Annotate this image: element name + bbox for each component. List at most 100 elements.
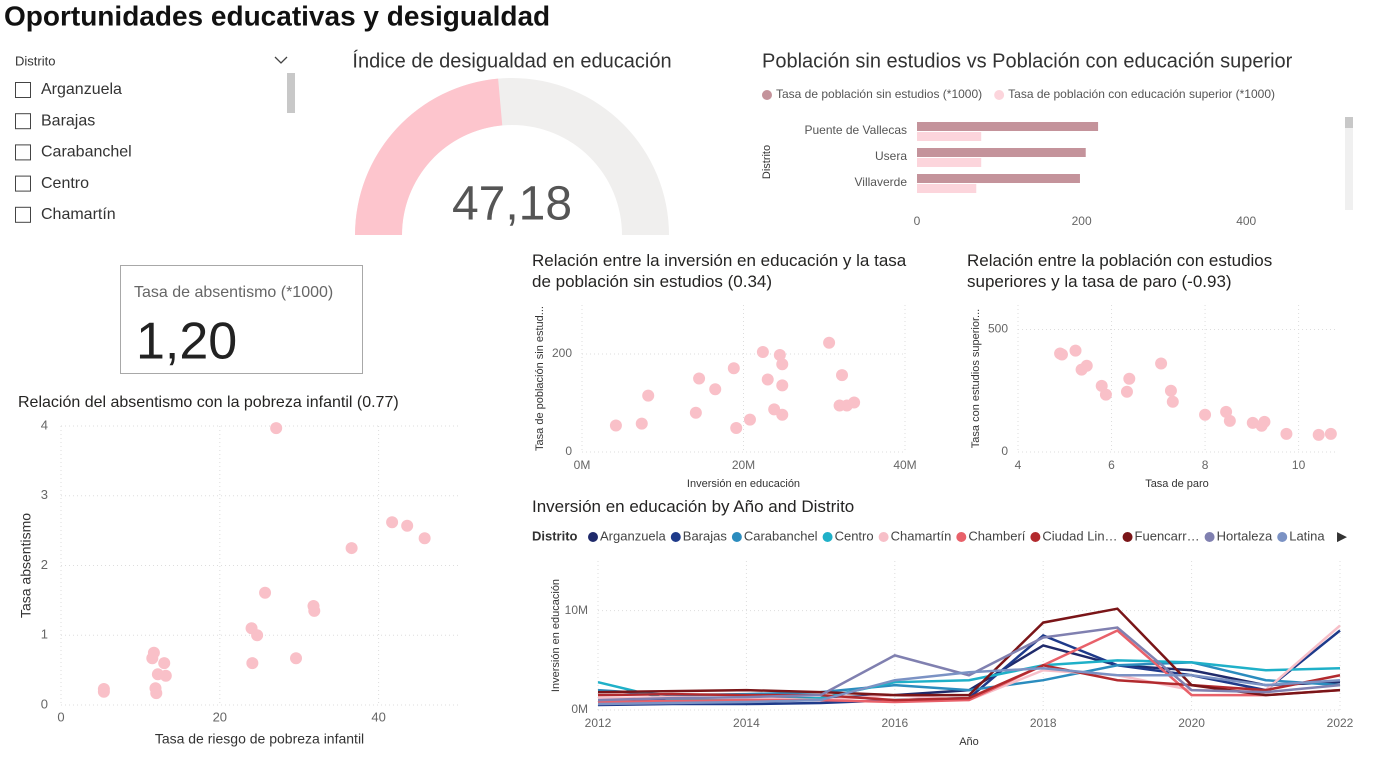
slicer-checkbox[interactable] [15,206,31,223]
x-tick-label: 0M [574,458,591,472]
x-tick-label: 8 [1202,458,1209,472]
slicer-checkbox[interactable] [15,175,31,192]
y-tick-label: 0 [41,696,48,711]
scatter-point [1280,427,1293,440]
legend-label[interactable]: Barajas [683,528,728,543]
scatter-point [773,348,786,361]
slicer-item[interactable]: Chamartín [41,206,116,223]
scatter-point [761,373,774,386]
scatter-point [158,657,171,670]
y-tick-label: 200 [552,346,572,360]
legend-label[interactable]: Chamartín [891,528,952,543]
series-line [597,626,1341,702]
bar [917,132,982,141]
slicer-checkbox[interactable] [15,82,31,98]
legend-marker [1277,532,1288,542]
bar-scrollbar[interactable] [1345,117,1353,128]
legend-label[interactable]: Tasa de población con educación superior… [1008,87,1275,101]
bar [917,158,982,167]
bar [917,174,1080,183]
y-tick-label: 3 [41,487,48,502]
series-line [597,663,1341,702]
scatter-point [776,408,789,421]
legend-label[interactable]: Fuencarr… [1135,528,1200,543]
legend-marker [1030,532,1041,542]
legend-label[interactable]: Chamberí [968,528,1025,543]
x-axis-label: Tasa de paro [1145,478,1209,490]
scatter-point [693,372,706,385]
scatter-point [159,669,172,682]
category-label: Puente de Vallecas [804,123,907,137]
y-tick-label: 10M [565,603,588,617]
chart-title: Población sin estudios vs Población con … [762,50,1293,72]
scatter-point [1123,372,1136,385]
scatter-point [1199,408,1212,421]
scatter-point [1258,415,1271,428]
series-line [597,667,1341,706]
x-tick-label: 0 [57,709,64,724]
scatter-point [642,389,655,402]
legend-marker [1122,532,1133,542]
y-tick-label: 4 [41,417,48,432]
chart-title: Relación entre la población con estudios… [967,251,1273,291]
y-axis-label: Distrito [761,145,773,179]
legend-label[interactable]: Hortaleza [1217,528,1273,543]
scatter-point [386,516,399,529]
chart-title: Relación entre la inversión en educación… [532,251,907,291]
slicer-item[interactable]: Centro [41,175,89,192]
y-axis-label: Tasa de población sin estud... [534,306,546,451]
scatter-point [730,421,743,434]
scatter-point [290,652,303,665]
bar [917,122,1099,131]
x-tick-label: 6 [1108,458,1115,472]
legend-marker [956,532,967,542]
scatter-point [1055,348,1068,361]
legend-label[interactable]: Arganzuela [600,528,667,543]
scatter-point [727,362,740,375]
scatter-point [823,336,836,349]
series-line [597,629,1341,704]
slicer-item[interactable]: Barajas [41,112,95,129]
scatter-point [147,646,160,659]
slicer-scrollbar[interactable] [287,73,295,113]
scatter-point [609,419,622,432]
scatter-point [97,685,110,698]
y-axis-label: Tasa absentismo [18,513,34,618]
x-axis-label: Inversión en educación [687,478,800,490]
scatter-point [743,413,756,426]
x-tick-label: 400 [1236,214,1256,228]
series-line [597,607,1341,697]
legend-label[interactable]: Latina [1289,528,1325,543]
legend-label[interactable]: Ciudad Lin… [1042,528,1117,543]
category-label: Usera [875,149,907,163]
legend-label[interactable]: Tasa de población sin estudios (*1000) [776,87,982,101]
slicer-checkbox[interactable] [15,113,31,130]
x-axis-label: Tasa de riesgo de pobreza infantil [155,731,364,747]
legend-next[interactable]: ▶ [1337,528,1347,543]
slicer-item[interactable]: Arganzuela [41,81,122,98]
x-tick-label: 2022 [1327,716,1354,730]
y-tick-label: 0 [565,444,572,458]
scatter-point [418,532,431,545]
x-tick-label: 40M [893,458,916,472]
gauge-title: Índice de desigualdad en educación [352,49,671,72]
scatter-point [689,406,702,419]
y-axis-label: Tasa con estudios superior... [970,309,982,448]
slicer-item[interactable]: Carabanchel [41,144,132,161]
legend-label[interactable]: Centro [835,528,874,543]
x-tick-label: 200 [1072,214,1092,228]
legend-label[interactable]: Carabanchel [744,528,818,543]
x-tick-label: 2016 [881,716,908,730]
slicer-checkbox[interactable] [15,144,31,161]
slicer-chevron[interactable] [274,56,288,64]
x-tick-label: 40 [371,709,385,724]
card-border [120,265,363,374]
scatter-point [150,687,163,700]
scatter-point [709,383,722,396]
scatter-point [401,519,414,532]
chart-title: Relación del absentismo con la pobreza i… [18,394,399,411]
legend-marker [822,532,833,542]
scatter-point [1223,414,1236,427]
